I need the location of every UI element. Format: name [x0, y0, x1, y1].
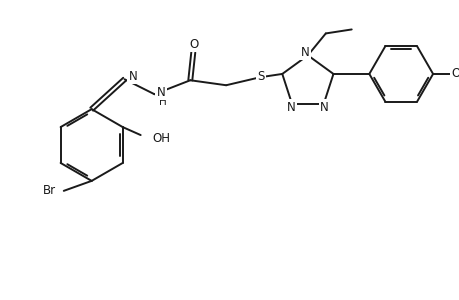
- Text: O: O: [450, 68, 459, 80]
- Text: O: O: [189, 38, 198, 51]
- Text: Br: Br: [43, 184, 56, 197]
- Text: N: N: [300, 46, 308, 59]
- Text: N: N: [128, 70, 137, 83]
- Text: N: N: [286, 100, 295, 113]
- Text: N: N: [156, 86, 165, 99]
- Text: S: S: [257, 70, 264, 83]
- Text: N: N: [319, 100, 328, 113]
- Text: H: H: [158, 97, 166, 107]
- Text: OH: OH: [152, 131, 170, 145]
